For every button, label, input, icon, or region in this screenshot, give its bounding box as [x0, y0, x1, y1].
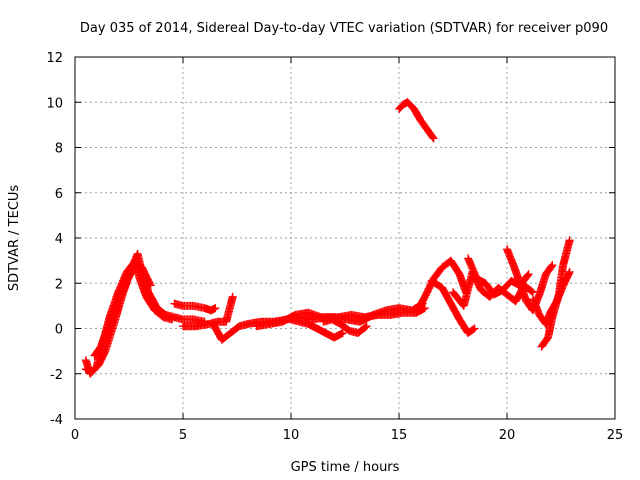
x-axis-label: GPS time / hours: [291, 460, 400, 475]
grid-layer: [75, 57, 615, 419]
y-tick-label: 4: [55, 232, 63, 247]
plus-marker-path: [427, 277, 479, 337]
sat-track-8: [287, 315, 347, 342]
sat-track-10: [395, 98, 438, 143]
sat-track-3: [90, 261, 155, 360]
x-tick-label: 0: [71, 428, 79, 443]
plus-marker-path: [319, 315, 371, 337]
plus-marker-path: [528, 267, 574, 328]
x-tick-label: 10: [283, 428, 300, 443]
y-tick-label: 10: [46, 96, 63, 111]
y-tick-label: -4: [50, 413, 63, 428]
x-tick-label: 25: [607, 428, 624, 443]
x-tick-label: 20: [499, 428, 516, 443]
x-tick-label: 15: [391, 428, 408, 443]
y-tick-label: 12: [46, 51, 63, 66]
y-tick-label: -2: [50, 368, 63, 383]
y-tick-label: 0: [55, 323, 63, 338]
sat-track-12: [427, 277, 479, 337]
y-tick-label: 6: [55, 187, 63, 202]
ticks-layer: 0 5 10 15 20 25 -4 -2 0 2 4 6 8 10 12: [46, 51, 623, 443]
y-tick-label: 2: [55, 277, 63, 292]
plus-marker-path: [170, 299, 220, 315]
plus-marker-path: [90, 261, 155, 360]
plus-marker-path: [287, 315, 347, 342]
y-axis-label: SDTVAR / TECUs: [7, 185, 22, 292]
sat-track-9: [319, 315, 371, 337]
plus-marker-path: [395, 98, 438, 143]
data-points-layer: [81, 98, 574, 378]
sat-track-17: [528, 267, 574, 328]
x-tick-label: 5: [179, 428, 187, 443]
chart-title: Day 035 of 2014, Sidereal Day-to-day VTE…: [80, 21, 608, 36]
y-tick-label: 8: [55, 142, 63, 157]
sat-track-4: [170, 299, 220, 315]
